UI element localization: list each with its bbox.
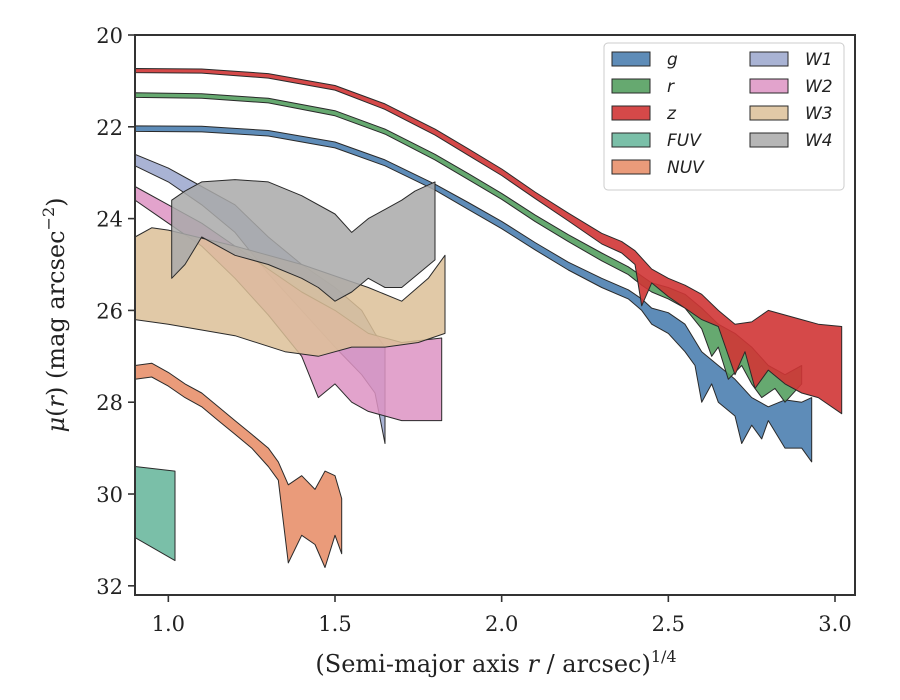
legend-swatch: [611, 132, 651, 148]
series-band-fuv: [135, 466, 176, 562]
y-tick-label: 30: [96, 483, 123, 507]
legend-item-g: g: [611, 50, 678, 70]
legend-label: W1: [805, 50, 833, 70]
y-axis-label: μ(r) (mag arcsec−2): [39, 197, 70, 432]
x-tick-label: 3.0: [818, 612, 851, 636]
series-band-nuv: [135, 362, 343, 568]
y-tick-label: 26: [96, 299, 123, 323]
legend-label: W2: [805, 77, 833, 97]
legend-label: NUV: [667, 158, 705, 178]
legend-label: FUV: [667, 131, 702, 151]
series-band-w4: [171, 179, 436, 302]
legend-swatch: [749, 78, 789, 94]
x-tick-label: 2.5: [652, 612, 685, 636]
legend-swatch: [749, 132, 789, 148]
legend-item-w1: W1: [749, 50, 833, 70]
axes: 1.0 1.5 2.0 2.5 3.0 20 22 24 26 28 30 32: [96, 24, 856, 636]
legend-label: W4: [805, 131, 833, 151]
y-tick-label: 32: [96, 575, 123, 599]
legend-item-nuv: NUV: [611, 158, 705, 178]
legend-swatch: [611, 159, 651, 175]
plot-frame: [134, 34, 856, 596]
legend-item-z: z: [611, 104, 677, 124]
legend-swatch: [611, 51, 651, 67]
y-tick-label: 28: [96, 391, 123, 415]
series-band-g: [135, 125, 813, 463]
x-axis-label: (Semi-major axis r / arcsec)1/4: [315, 647, 676, 678]
series-band-z: [135, 68, 843, 415]
legend-item-w4: W4: [749, 131, 833, 151]
y-tick-label: 24: [96, 208, 123, 232]
legend-swatch: [749, 51, 789, 67]
legend-label: g: [667, 50, 678, 70]
y-tick-label: 20: [96, 24, 123, 48]
x-tick-label: 2.0: [485, 612, 518, 636]
legend-label: W3: [805, 104, 833, 124]
legend-label: r: [667, 77, 675, 97]
legend-swatch: [749, 105, 789, 121]
legend-item-fuv: FUV: [611, 131, 702, 151]
legend-swatch: [611, 105, 651, 121]
y-tick-label: 22: [96, 116, 123, 140]
x-tick-label: 1.5: [318, 612, 351, 636]
x-tick-label: 1.0: [152, 612, 185, 636]
legend-item-r: r: [611, 77, 675, 97]
legend-item-w3: W3: [749, 104, 833, 124]
plot-area: [135, 68, 843, 568]
legend-item-w2: W2: [749, 77, 833, 97]
legend: grz FUV NUV W1 W2 W3 W4: [603, 42, 845, 191]
legend-swatch: [611, 78, 651, 94]
legend-label: z: [666, 104, 677, 124]
